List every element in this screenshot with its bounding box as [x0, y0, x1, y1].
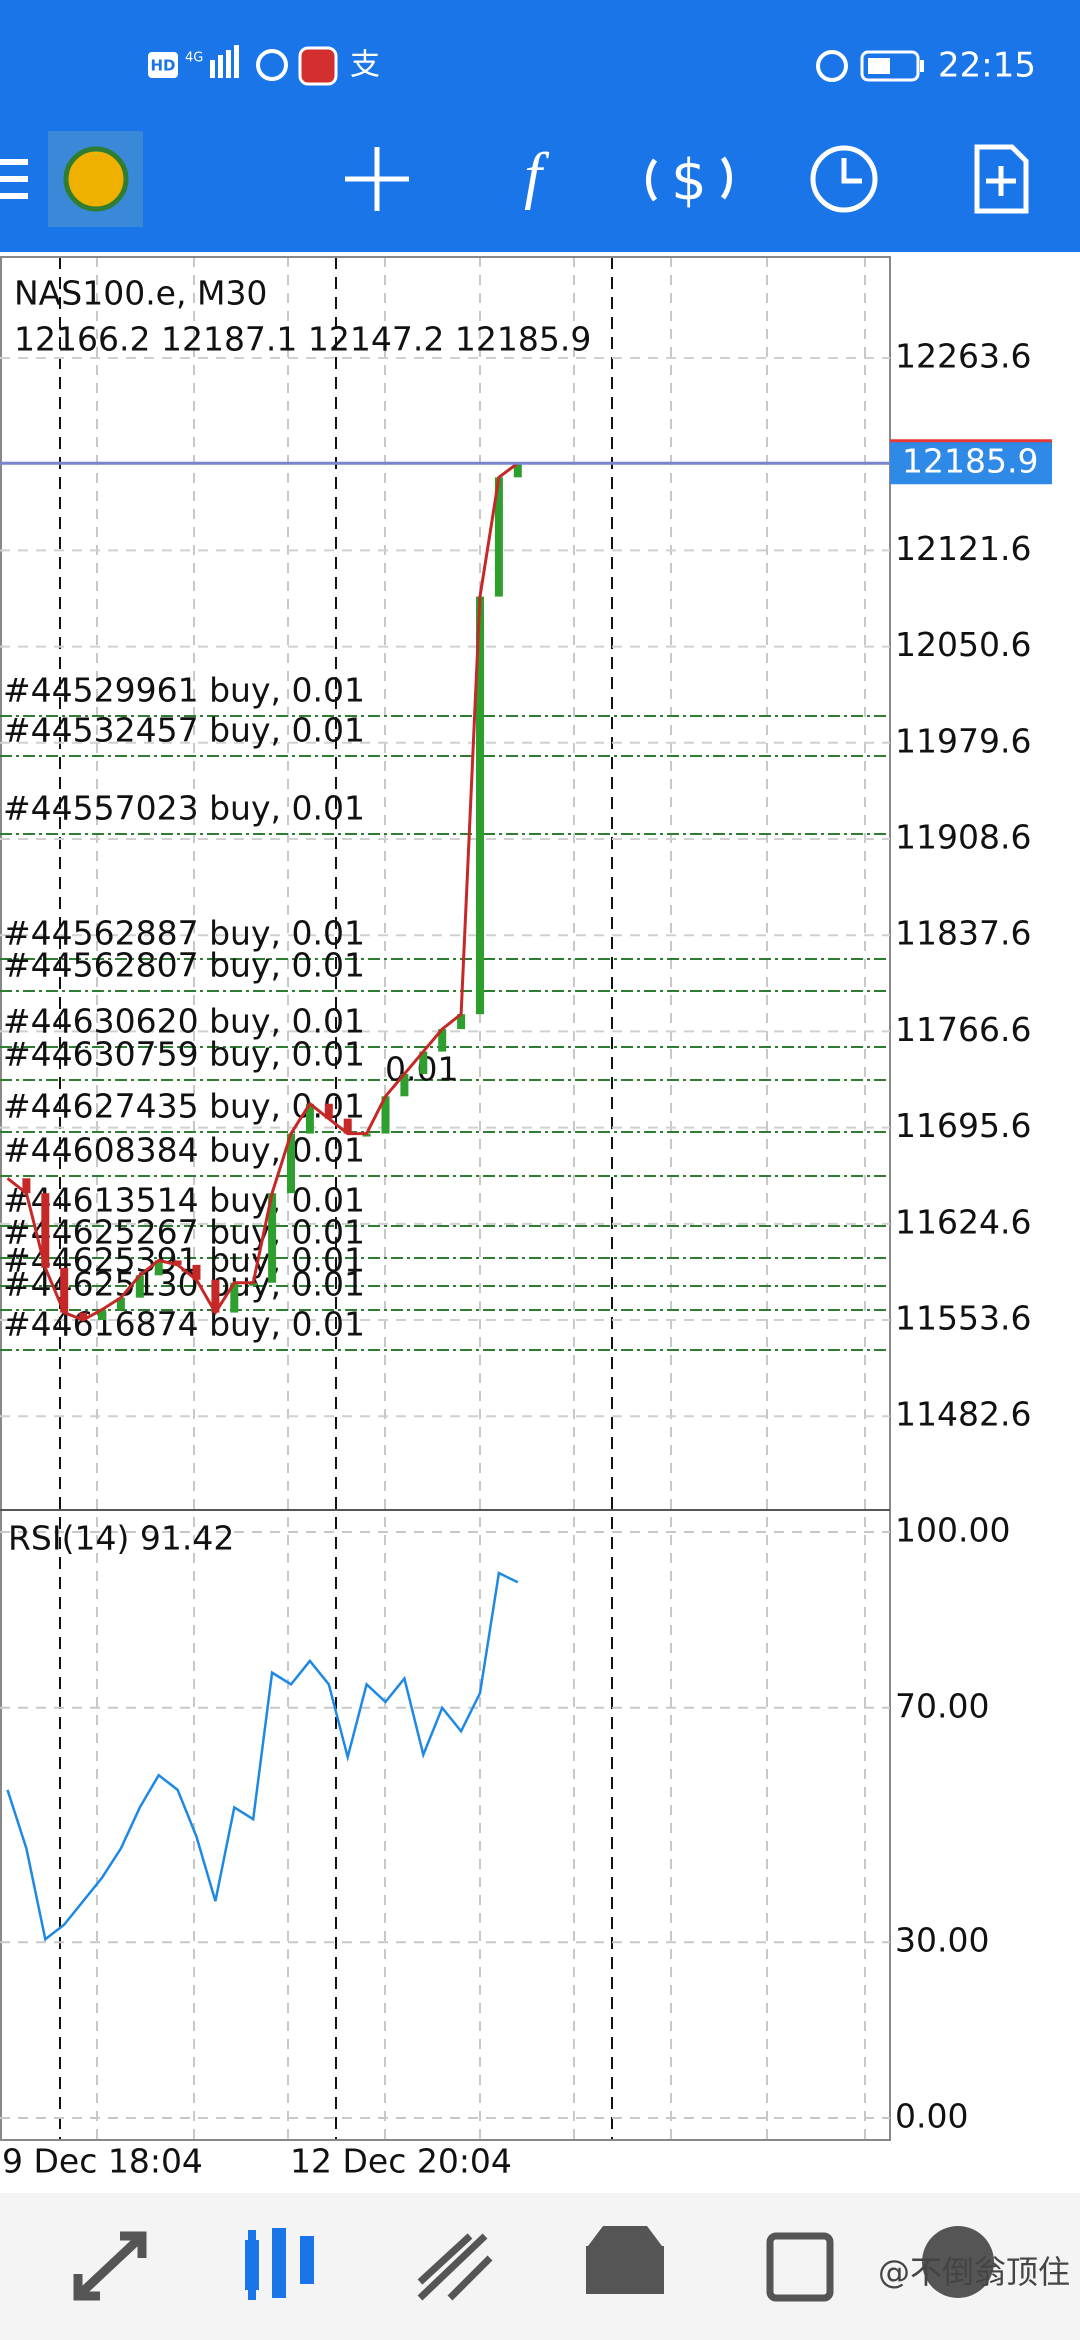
candle [22, 1178, 31, 1194]
rsi-line [6, 1571, 519, 1942]
candle [343, 1118, 352, 1134]
order-label: #44532457 buy, 0.01 [3, 711, 365, 750]
order-label: #44557023 buy, 0.01 [3, 789, 365, 828]
candle [438, 1029, 447, 1052]
symbol: NAS100.e, M30 [14, 274, 267, 313]
price-tick-label: 12050.6 [895, 625, 1031, 664]
watermark: @不倒翁顶住 [878, 2253, 1070, 2291]
network-hd: HD [150, 57, 175, 75]
price-tick-label: 11695.6 [895, 1106, 1031, 1145]
candle [287, 1133, 295, 1194]
price-tick-label: 11908.6 [895, 817, 1031, 856]
candle [513, 463, 522, 478]
chart-frame [0, 256, 891, 2141]
close-line [6, 462, 519, 1322]
candle [211, 1279, 220, 1313]
order-label: #44630620 buy, 0.01 [3, 1002, 365, 1041]
order-label: #44630759 buy, 0.01 [3, 1035, 365, 1074]
candle [135, 1275, 144, 1298]
candle [98, 1309, 106, 1321]
candle [457, 1014, 466, 1030]
price-tick-label: 11837.6 [895, 914, 1031, 953]
svg-text:$: $ [671, 148, 707, 213]
chart-area: 12263.6 12121.6 12050.6 11979.6 11908.6 11837… [0, 256, 1052, 2181]
toolbar[interactable]: f $ [0, 131, 1029, 227]
candle [173, 1260, 182, 1265]
current-price-box [890, 442, 1052, 485]
candle [60, 1267, 69, 1313]
price-tick-label: 11482.6 [895, 1395, 1031, 1434]
order-label: #44608384 buy, 0.01 [3, 1131, 365, 1170]
rsi-label: RSI(14) 91.42 [8, 1519, 234, 1558]
clock: 22:15 [938, 46, 1036, 86]
candle [305, 1103, 314, 1134]
bottom-nav[interactable] [0, 2193, 1080, 2340]
top-bar [0, 0, 1080, 252]
candle [154, 1260, 163, 1276]
price-tick-label: 11553.6 [895, 1299, 1031, 1338]
bottom-nav-icons[interactable] [73, 2226, 994, 2302]
pay-icon: 支 [350, 48, 380, 83]
candle [494, 477, 503, 597]
candle [230, 1282, 239, 1313]
candle [400, 1073, 409, 1097]
price-tick-label: 11624.6 [895, 1202, 1031, 1241]
ohlc: 12166.2 12187.1 12147.2 12185.9 [14, 320, 591, 359]
price-tick-label: 12121.6 [895, 529, 1031, 568]
rsi-tick-label: 30.00 [895, 1921, 989, 1960]
order-label: #44562887 buy, 0.01 [3, 914, 365, 953]
price-tick-label: 12263.6 [895, 336, 1031, 375]
candle [116, 1297, 125, 1310]
candle [419, 1051, 428, 1074]
order-label: #44562807 buy, 0.01 [3, 946, 365, 985]
order-label: #44625267 buy, 0.01 [3, 1213, 365, 1252]
status-icons: HD 4G 支 22:15 [148, 45, 1036, 86]
candle [41, 1193, 50, 1268]
price-tick-label: 11766.6 [895, 1010, 1031, 1049]
order-label: #44627435 buy, 0.01 [3, 1087, 365, 1126]
rsi-tick-label: 100.00 [895, 1511, 1010, 1550]
network-4g: 4G [185, 51, 203, 66]
rsi-tick-label: 0.00 [895, 2097, 968, 2136]
candle [476, 596, 484, 1015]
candle [324, 1103, 333, 1119]
rsi-tick-label: 70.00 [895, 1686, 989, 1725]
order-label: #44613514 buy, 0.01 [3, 1181, 365, 1220]
order-label: #44529961 buy, 0.01 [3, 671, 365, 710]
current-price-label: 12185.9 [902, 442, 1038, 481]
time-label: 9 Dec 18:04 [2, 2142, 203, 2181]
candle [192, 1264, 201, 1280]
price-tick-label: 11979.6 [895, 721, 1031, 760]
order-label: #44616874 buy, 0.01 [3, 1305, 365, 1344]
candle [268, 1193, 277, 1283]
time-label: 12 Dec 20:04 [290, 2142, 512, 2181]
candle [381, 1096, 390, 1134]
hd-badge [148, 52, 178, 78]
candle [79, 1312, 88, 1321]
